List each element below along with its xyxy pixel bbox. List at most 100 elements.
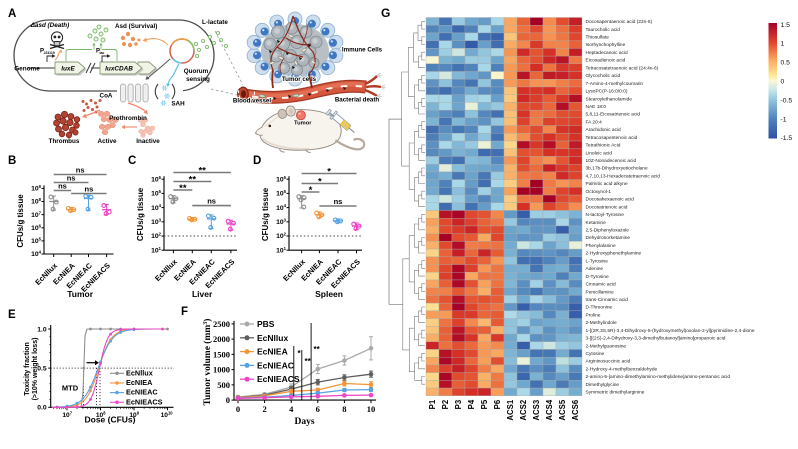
svg-text:-0.5: -0.5 [781, 97, 793, 104]
svg-text:Docosatrienoic acid: Docosatrienoic acid [586, 204, 628, 210]
svg-text:Spleen: Spleen [315, 289, 343, 299]
svg-text:Ketamine: Ketamine [586, 220, 607, 226]
svg-text:**: ** [305, 357, 312, 366]
svg-text:102: 102 [276, 232, 287, 241]
svg-text:Cytosine: Cytosine [586, 351, 605, 357]
svg-text:ns: ns [85, 185, 94, 194]
svg-text:106: 106 [31, 223, 42, 232]
svg-text:105: 105 [151, 189, 162, 198]
svg-text:Stearoylethanolamide: Stearoylethanolamide [586, 96, 633, 102]
svg-text:CFUs/g tissue: CFUs/g tissue [16, 194, 25, 248]
svg-text:ns: ns [76, 166, 85, 175]
svg-text:2: 2 [262, 404, 266, 414]
svg-text:ACS1: ACS1 [506, 399, 515, 420]
svg-text:F: F [181, 306, 188, 318]
svg-text:3b,17b-Dihydroxyetiocholane: 3b,17b-Dihydroxyetiocholane [586, 166, 648, 172]
svg-text:NAE 18:0: NAE 18:0 [586, 104, 607, 110]
svg-text:ns: ns [67, 174, 76, 183]
svg-text:Glycocholic acid: Glycocholic acid [586, 73, 621, 79]
svg-text:Tumor volume (mm3): Tumor volume (mm3) [202, 319, 213, 406]
svg-text:EcNIEACS: EcNIEACS [126, 397, 163, 406]
svg-text:*: * [298, 349, 302, 358]
svg-text:Argininosuccinic acid: Argininosuccinic acid [586, 359, 631, 365]
svg-text:Tetracosatetraenoic acid (24:4: Tetracosatetraenoic acid (24:4n-6) [586, 65, 659, 71]
svg-text:104: 104 [276, 203, 287, 212]
svg-text:E: E [8, 309, 16, 321]
svg-text:N-lactoyl-Tyrosine: N-lactoyl-Tyrosine [586, 212, 625, 218]
svg-text:**: ** [198, 166, 206, 177]
svg-text:Δasd (Death): Δasd (Death) [30, 22, 70, 29]
svg-text:Phenylalanine: Phenylalanine [586, 243, 616, 249]
svg-text:*: * [309, 185, 313, 196]
svg-text:*: * [318, 177, 322, 188]
svg-text:4,7,10,13-Hexadecatetraenoic a: 4,7,10,13-Hexadecatetraenoic acid [586, 173, 661, 179]
svg-text:3-[[(2S)-2,4-Dihydroxy-3,3-dim: 3-[[(2S)-2,4-Dihydroxy-3,3-dimethylbutan… [586, 336, 726, 342]
svg-text:-1: -1 [781, 116, 787, 123]
svg-text:0: 0 [226, 395, 230, 405]
svg-text:P1: P1 [428, 399, 437, 409]
svg-text:104: 104 [31, 250, 42, 259]
svg-text:1.0: 1.0 [37, 326, 47, 333]
svg-text:*: * [327, 167, 331, 178]
svg-text:1: 1 [781, 41, 785, 48]
svg-text:Docosapentaenoic acid (22n-6): Docosapentaenoic acid (22n-6) [586, 19, 653, 25]
svg-text:0: 0 [236, 404, 240, 414]
svg-text:0.5: 0.5 [37, 365, 47, 372]
svg-text:Docosahexaenoic acid: Docosahexaenoic acid [586, 197, 635, 203]
svg-text:ns: ns [58, 182, 67, 191]
svg-text:106: 106 [276, 175, 287, 184]
svg-text:2500: 2500 [213, 319, 230, 329]
svg-text:Palmitic acid alkyne: Palmitic acid alkyne [586, 181, 628, 187]
svg-text:Taurocholic acid: Taurocholic acid [586, 27, 621, 33]
svg-text:EcNllux: EcNllux [257, 333, 288, 343]
svg-text:luxE: luxE [61, 65, 75, 72]
svg-text:Tumor: Tumor [294, 120, 312, 126]
svg-text:Isorhynchophylline: Isorhynchophylline [586, 42, 626, 48]
svg-text:(>10% weight loss): (>10% weight loss) [32, 338, 39, 401]
svg-text:P3: P3 [454, 399, 463, 409]
svg-text:Dimethylglycine: Dimethylglycine [586, 382, 620, 388]
svg-text:Tumor cells: Tumor cells [282, 76, 317, 83]
svg-text:tac: tac [100, 51, 105, 55]
svg-text:P6: P6 [493, 399, 502, 409]
svg-text:0: 0 [781, 79, 785, 86]
svg-text:D-Threonine: D-Threonine [586, 305, 613, 311]
svg-text:2-amino-5-[amino-dimethylamino: 2-amino-5-[amino-dimethylamino-methylide… [586, 374, 731, 380]
svg-text:Liver: Liver [192, 289, 213, 299]
svg-text:Quorum: Quorum [184, 68, 209, 75]
svg-text:Adenine: Adenine [586, 266, 604, 272]
svg-text:6: 6 [316, 404, 320, 414]
svg-text:108: 108 [96, 410, 106, 419]
svg-text:8: 8 [342, 404, 346, 414]
svg-text:107: 107 [31, 210, 42, 219]
svg-text:-1.5: -1.5 [781, 135, 793, 142]
svg-text:A: A [8, 8, 16, 20]
svg-text:Dose (CFUs): Dose (CFUs) [84, 415, 135, 425]
svg-text:1010: 1010 [161, 410, 174, 419]
svg-text:Inactive: Inactive [136, 138, 160, 145]
svg-text:L-lactate: L-lactate [202, 19, 228, 26]
svg-text:P: P [96, 49, 100, 55]
svg-text:P5: P5 [480, 399, 489, 409]
svg-text:Linoleic acid: Linoleic acid [586, 150, 613, 156]
svg-text:ACS4: ACS4 [545, 399, 554, 420]
svg-text:ACS6: ACS6 [571, 399, 580, 420]
svg-text:Days: Days [294, 417, 314, 427]
svg-text:Heptadecanoic acid: Heptadecanoic acid [586, 50, 628, 56]
svg-text:ACS5: ACS5 [558, 399, 567, 420]
svg-text:CFUs/g tissue: CFUs/g tissue [136, 187, 145, 241]
svg-text:CFUs/g tissue: CFUs/g tissue [261, 187, 270, 241]
svg-text:101: 101 [151, 246, 162, 255]
svg-text:**: ** [179, 183, 187, 194]
svg-text:MTD: MTD [62, 384, 79, 393]
svg-text:LysoPC(P-16:0/0:0): LysoPC(P-16:0/0:0) [586, 89, 628, 95]
svg-text:Prothrombin: Prothrombin [109, 115, 147, 122]
svg-text:Symmetric dimethylarginine: Symmetric dimethylarginine [586, 390, 645, 396]
svg-text:D: D [253, 155, 261, 167]
svg-text:106: 106 [151, 175, 162, 184]
svg-text:1-[(2R,3S,5R)-3,4-Dihydroxy-5-: 1-[(2R,3S,5R)-3,4-Dihydroxy-5-(hydroxyme… [586, 328, 755, 334]
svg-text:108: 108 [31, 197, 42, 206]
svg-text:**: ** [314, 345, 321, 354]
svg-text:Toxicity fraction: Toxicity fraction [24, 342, 31, 396]
svg-text:1500: 1500 [213, 349, 230, 359]
